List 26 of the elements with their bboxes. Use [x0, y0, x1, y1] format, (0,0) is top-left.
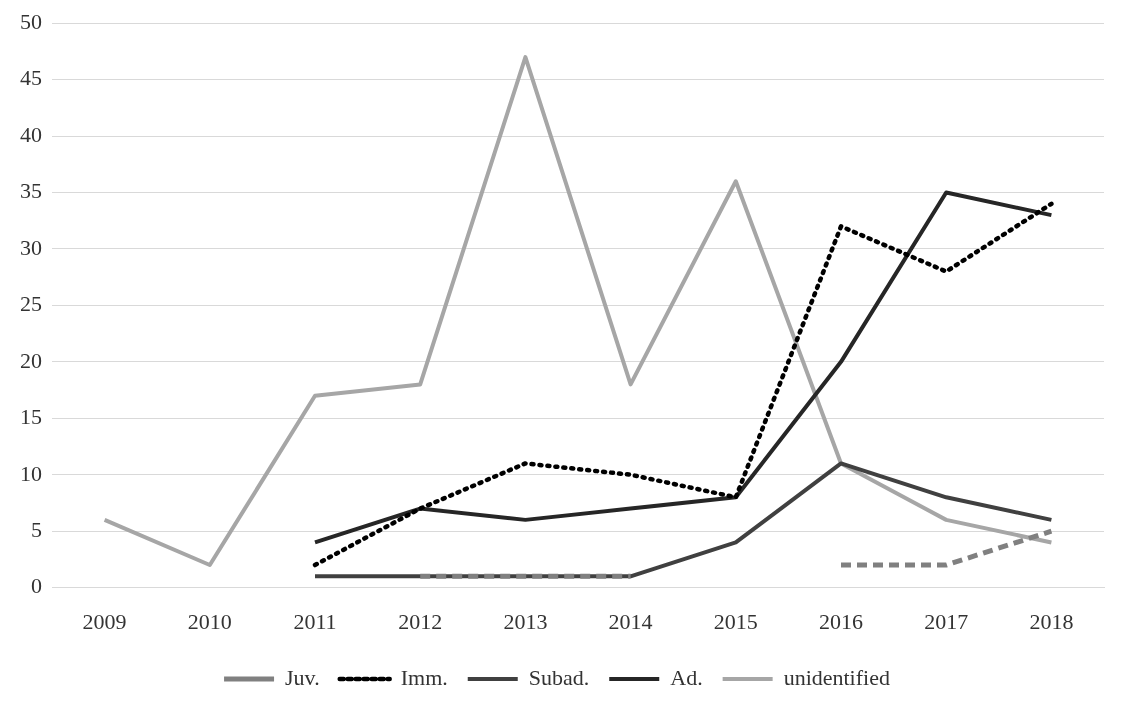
x-tick-label: 2009 — [82, 608, 127, 634]
y-tick-label: 0 — [31, 573, 42, 599]
x-tick-label: 2017 — [924, 608, 969, 634]
x-tick-label: 2014 — [608, 608, 653, 634]
y-tick-label: 50 — [20, 8, 42, 34]
legend-label: Juv. — [285, 664, 320, 690]
y-tick-label: 25 — [20, 291, 42, 317]
legend-label: Imm. — [400, 664, 448, 690]
y-tick-label: 20 — [20, 347, 42, 373]
x-tick-label: 2015 — [713, 608, 758, 634]
legend-label: Subad. — [528, 664, 590, 690]
x-tick-label: 2016 — [819, 608, 863, 634]
y-tick-label: 30 — [20, 234, 42, 260]
x-tick-label: 2018 — [1029, 608, 1074, 634]
x-tick-label: 2010 — [187, 608, 232, 634]
y-tick-label: 40 — [20, 121, 42, 147]
x-tick-label: 2011 — [293, 608, 337, 634]
x-tick-label: 2013 — [503, 608, 548, 634]
legend-label: unidentified — [783, 664, 890, 690]
legend-label: Ad. — [670, 664, 703, 690]
y-tick-label: 5 — [31, 516, 42, 542]
x-tick-label: 2012 — [398, 608, 443, 634]
y-tick-label: 35 — [20, 178, 42, 204]
y-tick-label: 45 — [20, 65, 42, 91]
y-tick-label: 10 — [20, 460, 42, 486]
y-tick-label: 15 — [20, 404, 42, 430]
